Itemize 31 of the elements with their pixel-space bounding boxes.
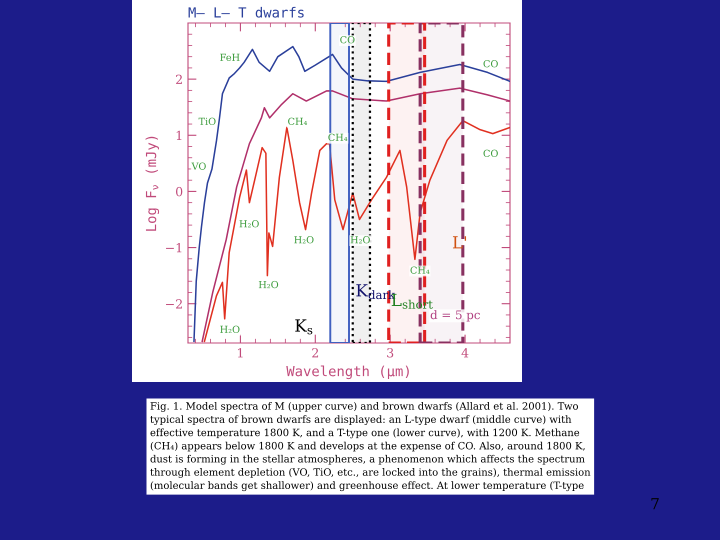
chart-title: M– L– T dwarfs: [188, 6, 304, 18]
x-tick-label: 2: [312, 348, 318, 358]
annotation: d = 5 pc: [430, 310, 480, 322]
annotation: H₂O: [258, 280, 278, 288]
annotation: CO: [484, 60, 498, 68]
band-label: K$_{s}$: [295, 319, 312, 334]
y-tick-label: 0: [176, 186, 182, 196]
annotation: CO: [484, 150, 498, 158]
x-tick-label: 1: [238, 348, 243, 358]
y-tick-label: −2: [166, 299, 182, 308]
annotation: CH₄: [328, 134, 348, 142]
text: Log F$_{ν}$ (mJy): [146, 136, 160, 231]
annotation: TiO: [198, 118, 216, 126]
annotation: H₂O: [220, 326, 240, 334]
annotation: CH₄: [288, 118, 308, 126]
band-label: L': [452, 236, 466, 248]
x-tick-label: 3: [387, 348, 394, 358]
text: 7: [651, 498, 659, 510]
annotation: H₂O: [240, 220, 259, 228]
y-tick-label: 2: [176, 74, 182, 84]
annotation: H₂O: [350, 236, 370, 244]
caption: Fig. 1. Model spectra of M (upper curve) and brown dwarfs (Allard et al. 2001). Two typical spectra of brown dwarfs are displayed: an L-type dwarf (middle curve) with effective temperature 1800 K, and a T-type one (lower curve), with 1200 K. Methane (CH₄) appears below 1800 K and develops at the expense of CO. Also, around 1800 K, dust is forming in the stellar atmospheres, a phenomenon which affects the spectrum through element depletion (VO, TiO, etc., are locked into the grains), thermal emission (molecular bands get shallower) and greenhouse effect. At lower temperature (T-type: [150, 402, 590, 492]
annotation: H₂O: [294, 236, 314, 244]
annotation: VO: [191, 162, 206, 170]
annotation: CH₄: [410, 266, 430, 274]
x-axis-title: Wavelength (μm): [286, 366, 409, 380]
x-tick-label: 4: [461, 348, 468, 358]
y-tick-label: −1: [166, 243, 182, 252]
annotation: CO: [340, 36, 355, 44]
annotation: FeH: [220, 54, 240, 62]
y-tick-label: 1: [176, 130, 182, 140]
